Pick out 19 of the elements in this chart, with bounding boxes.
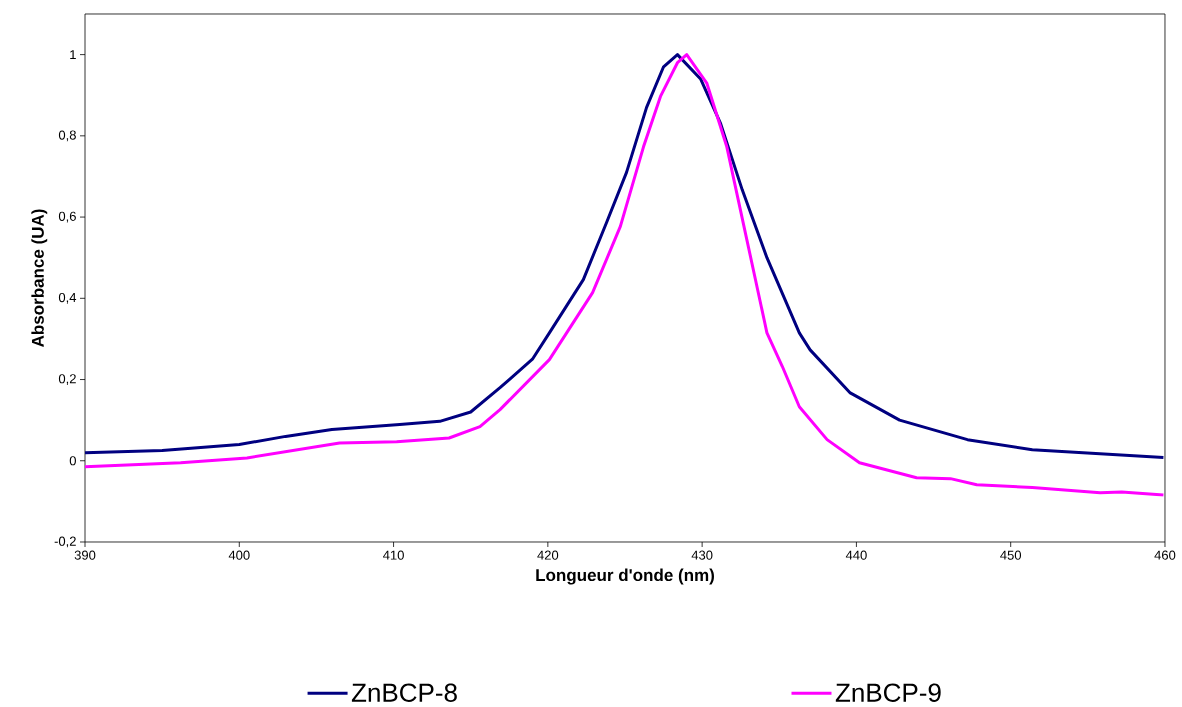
legend-label: ZnBCP-8: [351, 683, 457, 702]
x-tick-label: 410: [383, 550, 404, 560]
x-tick-label: 450: [1000, 550, 1022, 560]
x-tick-label: 430: [691, 550, 713, 560]
y-tick-label: 0: [69, 456, 76, 466]
y-tick-label: -0,2: [54, 536, 76, 548]
x-tick-label: 390: [74, 550, 96, 560]
y-tick-label: 0,8: [58, 130, 76, 142]
y-tick-label: 0,2: [58, 374, 76, 385]
y-axis-title: Absorbance (UA): [31, 209, 48, 347]
y-tick-label: 1: [70, 50, 76, 60]
x-axis-title: Longueur d'onde (nm): [536, 568, 714, 585]
x-tick-label: 400: [228, 550, 250, 560]
y-tick-label: 0,4: [58, 292, 77, 304]
y-tick-label: 0,6: [58, 211, 76, 223]
x-tick-label: 420: [537, 550, 559, 560]
x-tick-label: 440: [845, 550, 867, 560]
legend-label: ZnBCP-9: [835, 683, 941, 702]
x-tick-label: 460: [1154, 550, 1176, 560]
